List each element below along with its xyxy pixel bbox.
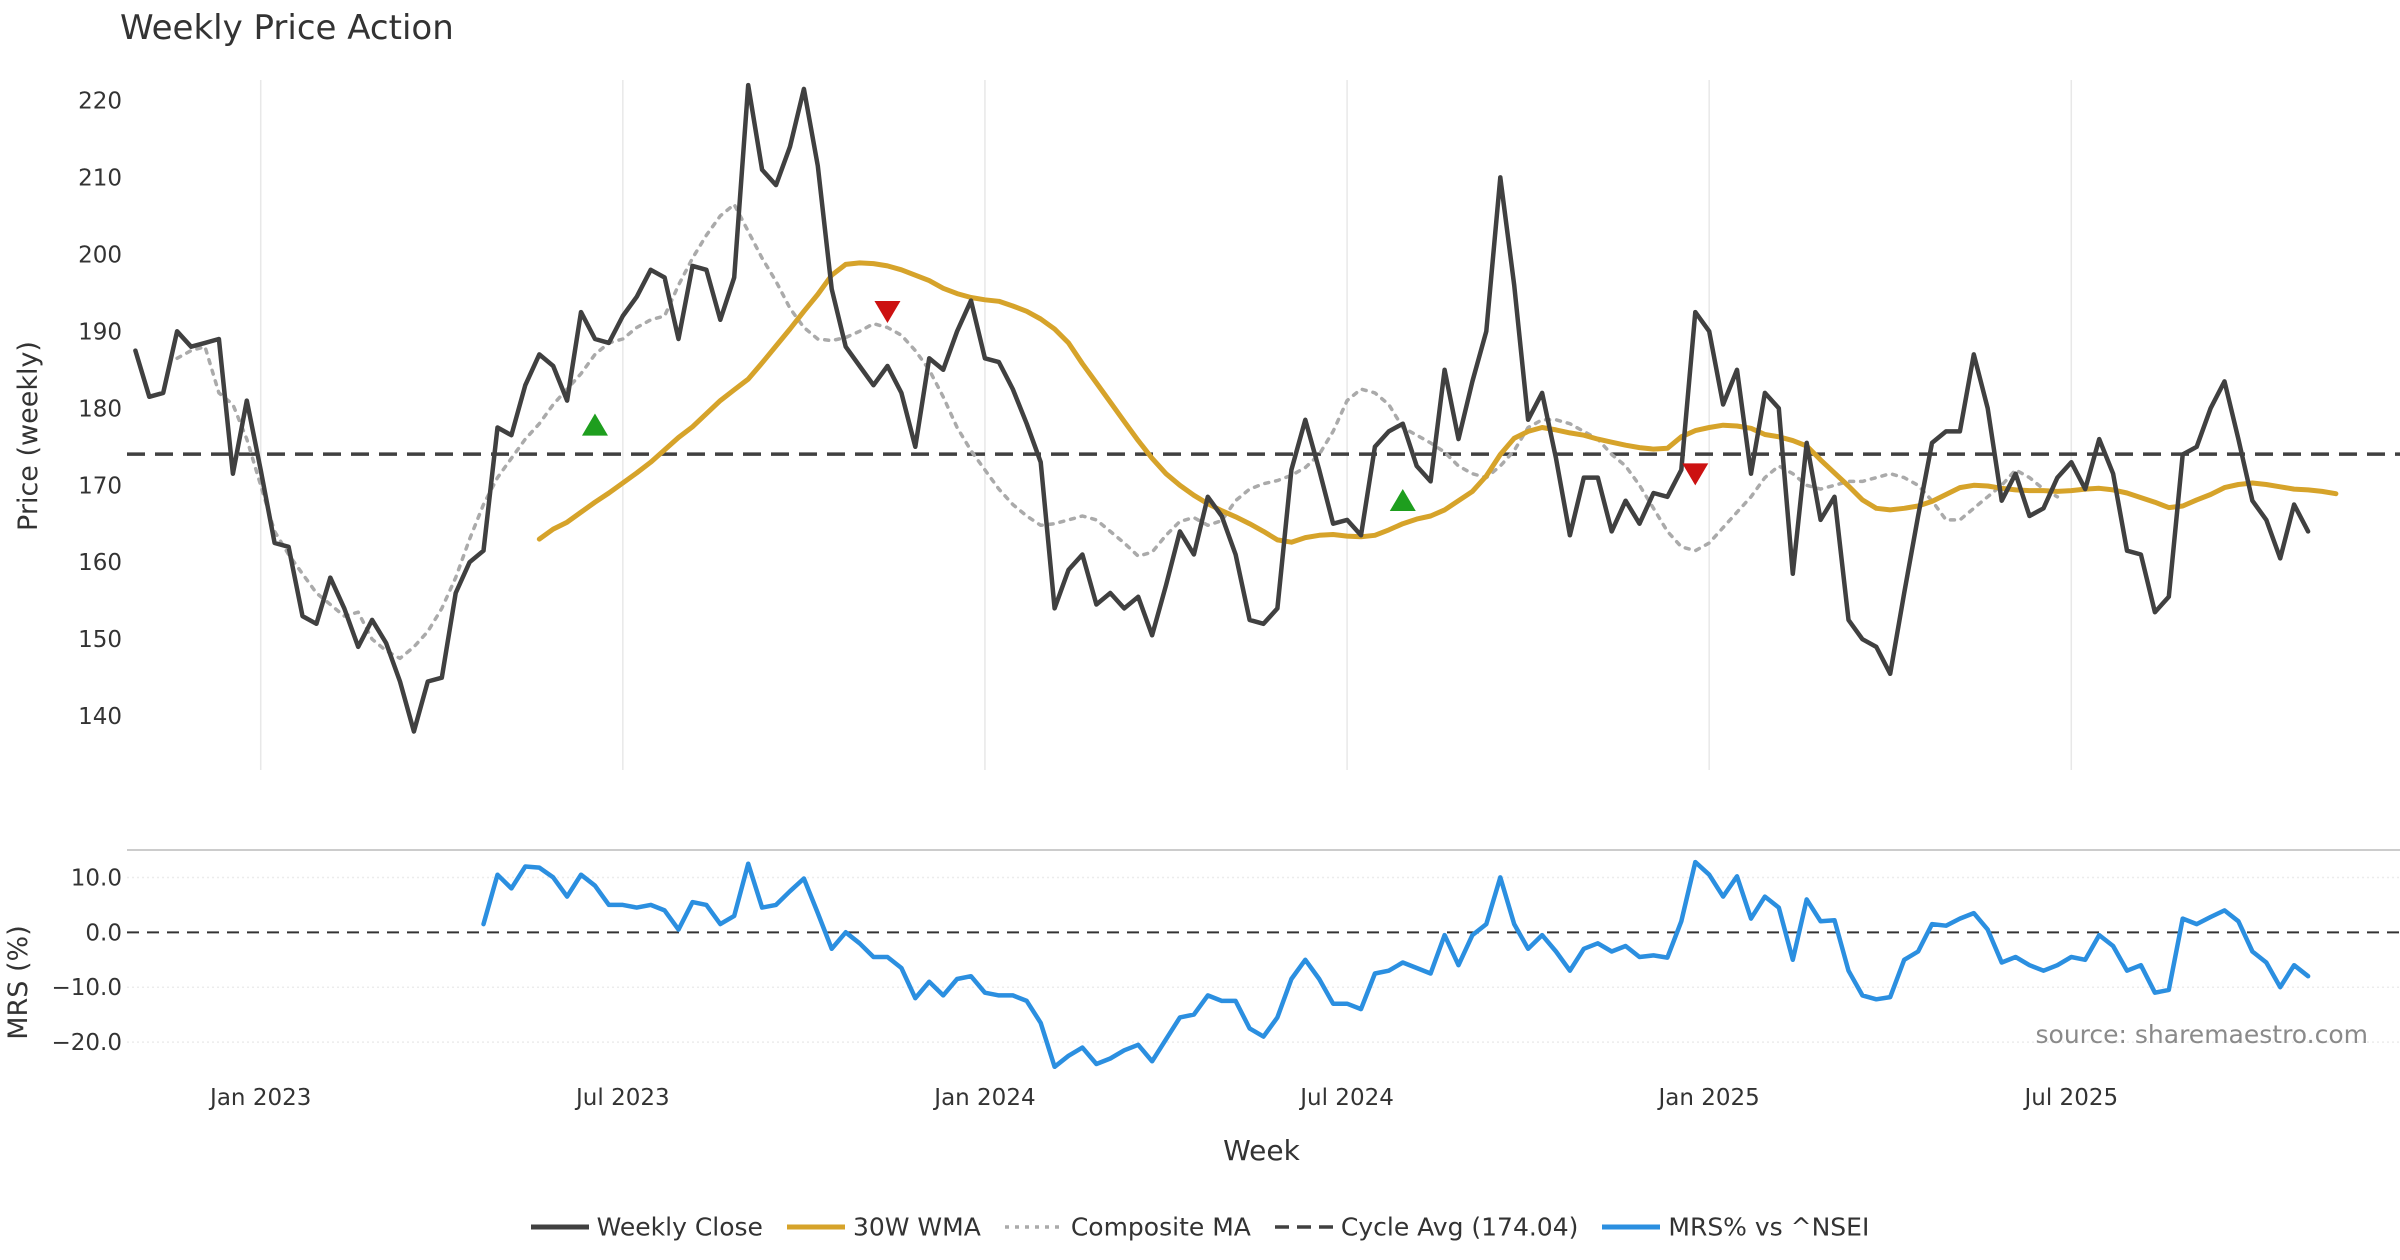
- legend-label: Cycle Avg (174.04): [1340, 1212, 1579, 1242]
- buy-signal-marker: [581, 413, 608, 436]
- legend-item: Weekly Close: [530, 1211, 763, 1242]
- x-tick-label: Jan 2023: [208, 1085, 311, 1111]
- x-tick-label: Jul 2023: [574, 1085, 670, 1111]
- y-tick-label: 220: [78, 88, 122, 114]
- legend-item: MRS% vs ^NSEI: [1602, 1211, 1870, 1242]
- y-axis-label: Price (weekly): [13, 341, 44, 531]
- x-tick-label: Jan 2024: [932, 1085, 1035, 1111]
- mrs-axis-label: MRS (%): [3, 925, 34, 1040]
- mrs-line: [481, 859, 2311, 1070]
- chart-legend: Weekly Close 30W WMA Composite MA Cycle Avg…: [0, 1210, 2400, 1241]
- legend-label: Composite MA: [1070, 1212, 1251, 1242]
- legend-item: Composite MA: [1004, 1211, 1251, 1242]
- x-axis-label: Week: [1223, 1134, 1300, 1167]
- legend-swatch: [1602, 1224, 1661, 1230]
- mrs-y-tick-label: 10.0: [71, 865, 122, 891]
- mrs-y-tick-label: −10.0: [52, 975, 122, 1001]
- sell-signal-marker: [1682, 463, 1709, 486]
- y-tick-label: 210: [78, 165, 122, 191]
- legend-swatch: [1004, 1225, 1063, 1229]
- chart-svg: 140 150 160 170 180 190 200 210 220 Price (weekly…: [3, 80, 2400, 1167]
- y-tick-label: 150: [78, 627, 122, 653]
- y-tick-label: 190: [78, 319, 122, 345]
- y-tick-label: 180: [78, 396, 122, 422]
- wma-30w-line: [536, 260, 2339, 545]
- mrs-y-tick-label: −20.0: [52, 1030, 122, 1056]
- buy-signal-marker: [1389, 488, 1416, 512]
- legend-label: Weekly Close: [596, 1212, 763, 1242]
- chart-title: Weekly Price Action: [120, 8, 454, 48]
- legend-item: Cycle Avg (174.04): [1274, 1211, 1579, 1242]
- legend-swatch: [1274, 1225, 1333, 1229]
- y-tick-label: 200: [78, 242, 122, 268]
- sell-signal-marker: [874, 300, 901, 324]
- y-tick-label: 170: [78, 473, 122, 499]
- legend-swatch: [530, 1224, 589, 1230]
- legend-label: MRS% vs ^NSEI: [1668, 1212, 1870, 1242]
- x-tick-label: Jan 2025: [1657, 1085, 1760, 1111]
- y-tick-label: 140: [78, 704, 122, 730]
- legend-label: 30W WMA: [852, 1212, 981, 1242]
- source-credit: source: sharemaestro.com: [2035, 1020, 2369, 1049]
- composite-ma-line: [175, 202, 2060, 661]
- mrs-y-tick-label: 0.0: [85, 920, 122, 946]
- x-tick-label: Jul 2024: [1298, 1085, 1394, 1111]
- y-tick-label: 160: [78, 550, 122, 576]
- x-tick-label: Jul 2025: [2023, 1085, 2119, 1111]
- legend-item: 30W WMA: [786, 1211, 981, 1242]
- weekly-close-line: [133, 82, 2311, 734]
- legend-swatch: [786, 1224, 845, 1230]
